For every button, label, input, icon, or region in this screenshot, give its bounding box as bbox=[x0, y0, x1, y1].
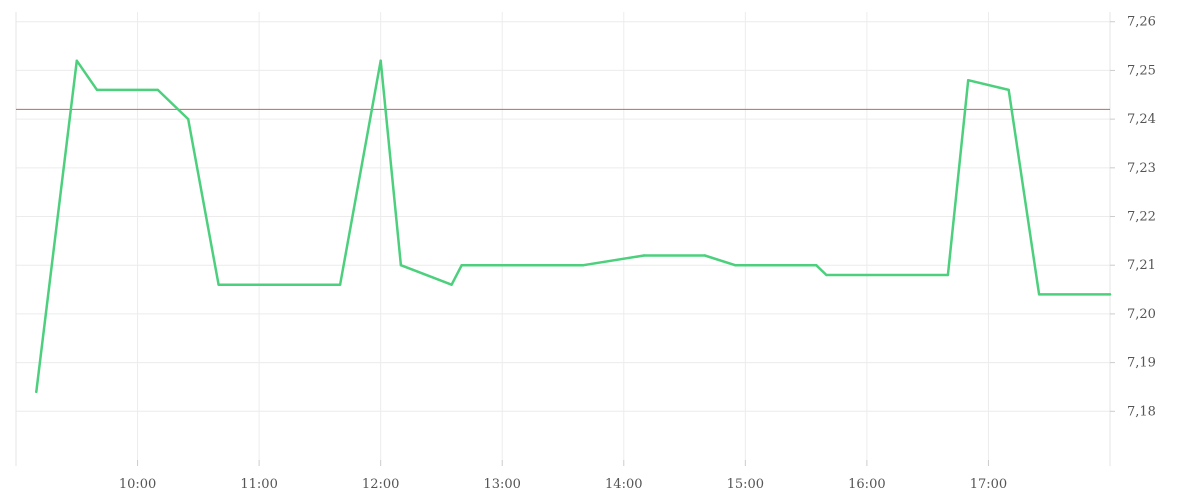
data-point bbox=[399, 264, 403, 267]
data-point bbox=[95, 88, 99, 92]
grid bbox=[15, 12, 1111, 466]
series-line bbox=[35, 59, 1112, 394]
y-axis: 7,18 7,19 7,20 7,21 7,22 7,23 7,24 7,25 7,26 bbox=[1110, 15, 1156, 419]
series-group bbox=[35, 59, 1112, 394]
data-point bbox=[1108, 293, 1112, 296]
y-tick-label: 7,25 bbox=[1127, 63, 1156, 78]
data-point bbox=[450, 283, 453, 286]
data-point bbox=[156, 88, 160, 92]
y-tick-label: 7,26 bbox=[1127, 15, 1156, 30]
data-point bbox=[815, 264, 818, 267]
data-point bbox=[966, 78, 970, 82]
x-tick-label: 17:00 bbox=[970, 477, 1007, 492]
data-point bbox=[703, 254, 707, 257]
data-point bbox=[946, 273, 950, 277]
x-tick-label: 12:00 bbox=[362, 477, 399, 492]
data-point bbox=[338, 283, 342, 286]
data-point bbox=[217, 283, 220, 286]
data-point bbox=[1037, 293, 1041, 296]
y-tick-label: 7,24 bbox=[1127, 112, 1156, 127]
data-point bbox=[582, 264, 585, 267]
data-point bbox=[825, 273, 828, 277]
y-tick-label: 7,20 bbox=[1127, 307, 1156, 322]
data-point bbox=[187, 117, 190, 121]
x-axis: 10:00 11:00 12:00 13:00 14:00 15:00 16:00 17:00 bbox=[119, 460, 1007, 492]
x-tick-label: 10:00 bbox=[119, 477, 156, 492]
data-point bbox=[734, 264, 737, 267]
data-point bbox=[35, 390, 38, 394]
data-point bbox=[75, 59, 78, 62]
y-tick-label: 7,23 bbox=[1127, 161, 1156, 176]
y-tick-label: 7,19 bbox=[1127, 356, 1156, 371]
x-tick-label: 11:00 bbox=[240, 477, 277, 492]
x-tick-label: 16:00 bbox=[848, 477, 885, 492]
y-tick-label: 7,21 bbox=[1127, 258, 1156, 273]
y-tick-label: 7,22 bbox=[1127, 210, 1156, 225]
y-tick-label: 7,18 bbox=[1127, 404, 1156, 419]
x-tick-label: 15:00 bbox=[727, 477, 764, 492]
data-point bbox=[379, 59, 382, 62]
data-point bbox=[1007, 88, 1010, 92]
data-point bbox=[642, 254, 646, 257]
data-point bbox=[460, 264, 463, 267]
x-tick-label: 13:00 bbox=[483, 477, 520, 492]
x-tick-label: 14:00 bbox=[605, 477, 642, 492]
